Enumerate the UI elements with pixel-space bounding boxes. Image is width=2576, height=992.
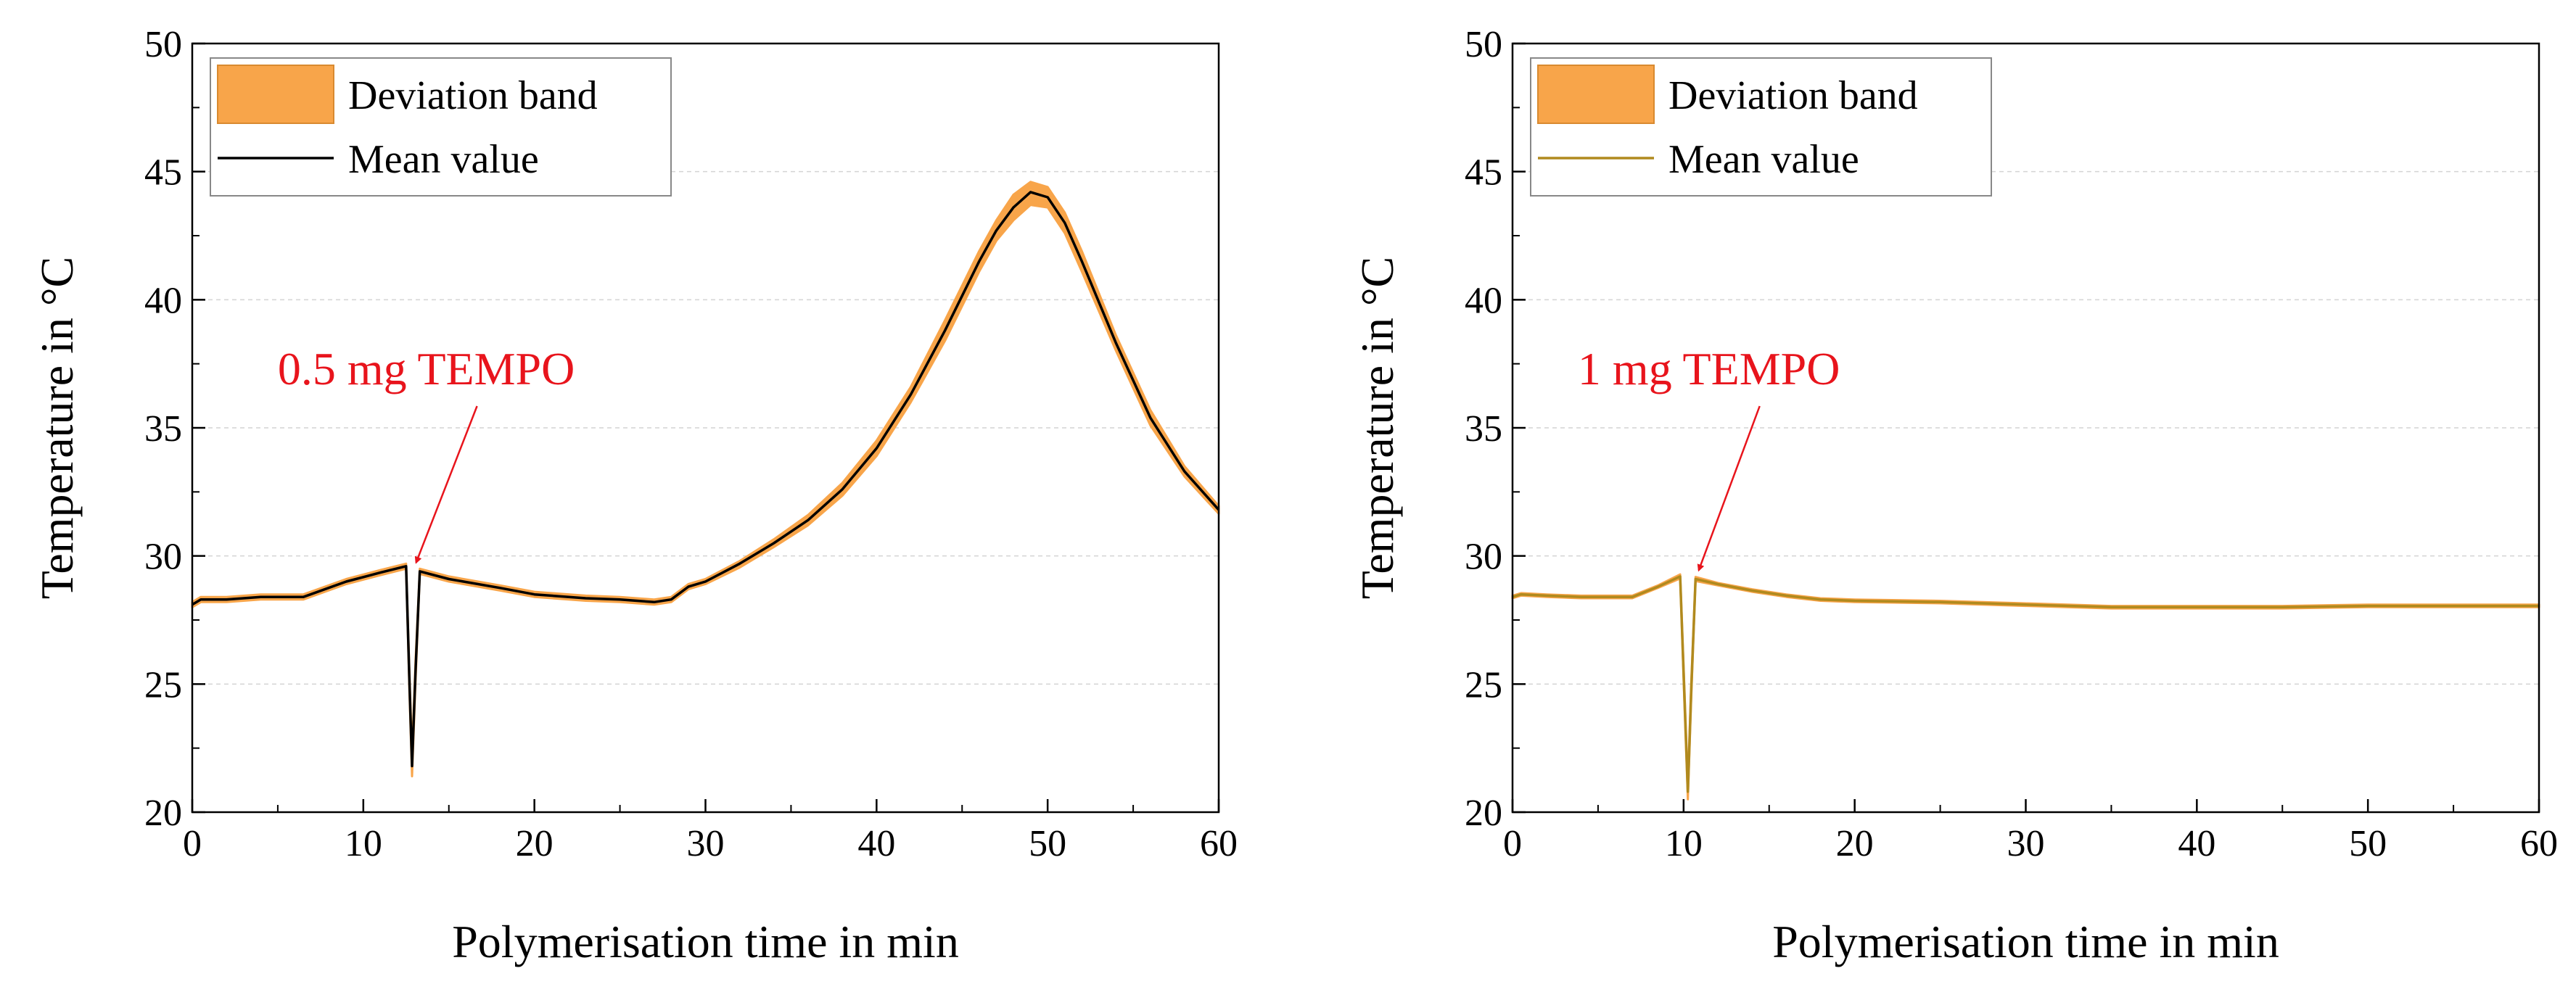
y-tick-label-20: 20 [144,793,182,834]
x-tick-label-10: 10 [1665,823,1703,864]
annotation-text: 1 mg TEMPO [1578,343,1840,394]
mean-value-line [1512,575,2539,793]
x-axis-label: Polymerisation time in min [1772,916,2279,967]
legend: Deviation band Mean value [1530,57,1992,197]
chart-panel-right: 0 10 20 30 40 50 60 20 25 30 35 40 45 50 Deviation ba… [1351,24,2558,967]
y-tick-label-40: 40 [144,280,182,321]
y-tick-label-45: 45 [1465,152,1502,194]
axis-ticks: 0 10 20 30 40 50 60 20 25 30 35 40 45 50 [1465,24,2558,864]
y-tick-label-50: 50 [1465,24,1502,65]
y-tick-label-30: 30 [144,537,182,578]
legend-label-mean-value: Mean value [348,137,539,182]
x-tick-label-30: 30 [2007,823,2045,864]
x-tick-label-40: 40 [857,823,895,864]
y-tick-label-45: 45 [144,152,182,194]
x-tick-label-40: 40 [2178,823,2215,864]
annotation-text: 0.5 mg TEMPO [278,343,575,394]
legend-swatch-deviation-band [217,65,334,124]
legend-label-deviation-band: Deviation band [1668,73,1918,118]
x-tick-label-20: 20 [516,823,554,864]
mean-value-series [192,191,1220,768]
deviation-band [191,181,1220,777]
mean-value-series [1512,575,2539,793]
deviation-band-area [191,181,1220,777]
y-tick-label-35: 35 [1465,408,1502,450]
axis-ticks: 0 10 20 30 40 50 60 20 25 30 35 40 45 50 [144,24,1238,864]
y-tick-label-35: 35 [144,408,182,450]
x-tick-label-60: 60 [1200,823,1238,864]
annotation: 1 mg TEMPO [1578,343,1840,572]
y-axis-label: Temperature in °C [31,257,83,600]
x-tick-label-30: 30 [687,823,725,864]
mean-value-line [192,191,1220,768]
y-tick-label-40: 40 [1465,280,1502,321]
x-tick-label-50: 50 [2349,823,2387,864]
y-tick-label-25: 25 [1465,664,1502,706]
y-tick-label-25: 25 [144,664,182,706]
x-tick-label-60: 60 [2520,823,2558,864]
annotation: 0.5 mg TEMPO [278,343,575,564]
annotation-arrow [1697,405,1761,572]
legend-swatch-deviation-band [1537,65,1655,124]
x-tick-label-0: 0 [1503,823,1522,864]
annotation-arrow [414,405,478,564]
legend-label-mean-value: Mean value [1668,137,1859,182]
y-axis-label: Temperature in °C [1351,257,1403,600]
deviation-band [1511,573,2540,801]
legend: Deviation band Mean value [210,57,672,197]
y-tick-label-30: 30 [1465,537,1502,578]
x-axis-label: Polymerisation time in min [452,916,959,967]
chart-panel-left: 0 10 20 30 40 50 60 20 25 30 35 40 45 50 Deviation ba… [31,24,1238,967]
y-tick-label-20: 20 [1465,793,1502,834]
deviation-band-area [1511,573,2540,801]
gridlines [192,170,1219,685]
x-tick-label-0: 0 [183,823,202,864]
x-tick-label-50: 50 [1029,823,1066,864]
y-tick-label-50: 50 [144,24,182,65]
x-tick-label-20: 20 [1836,823,1874,864]
legend-label-deviation-band: Deviation band [348,73,598,118]
x-tick-label-10: 10 [345,823,382,864]
